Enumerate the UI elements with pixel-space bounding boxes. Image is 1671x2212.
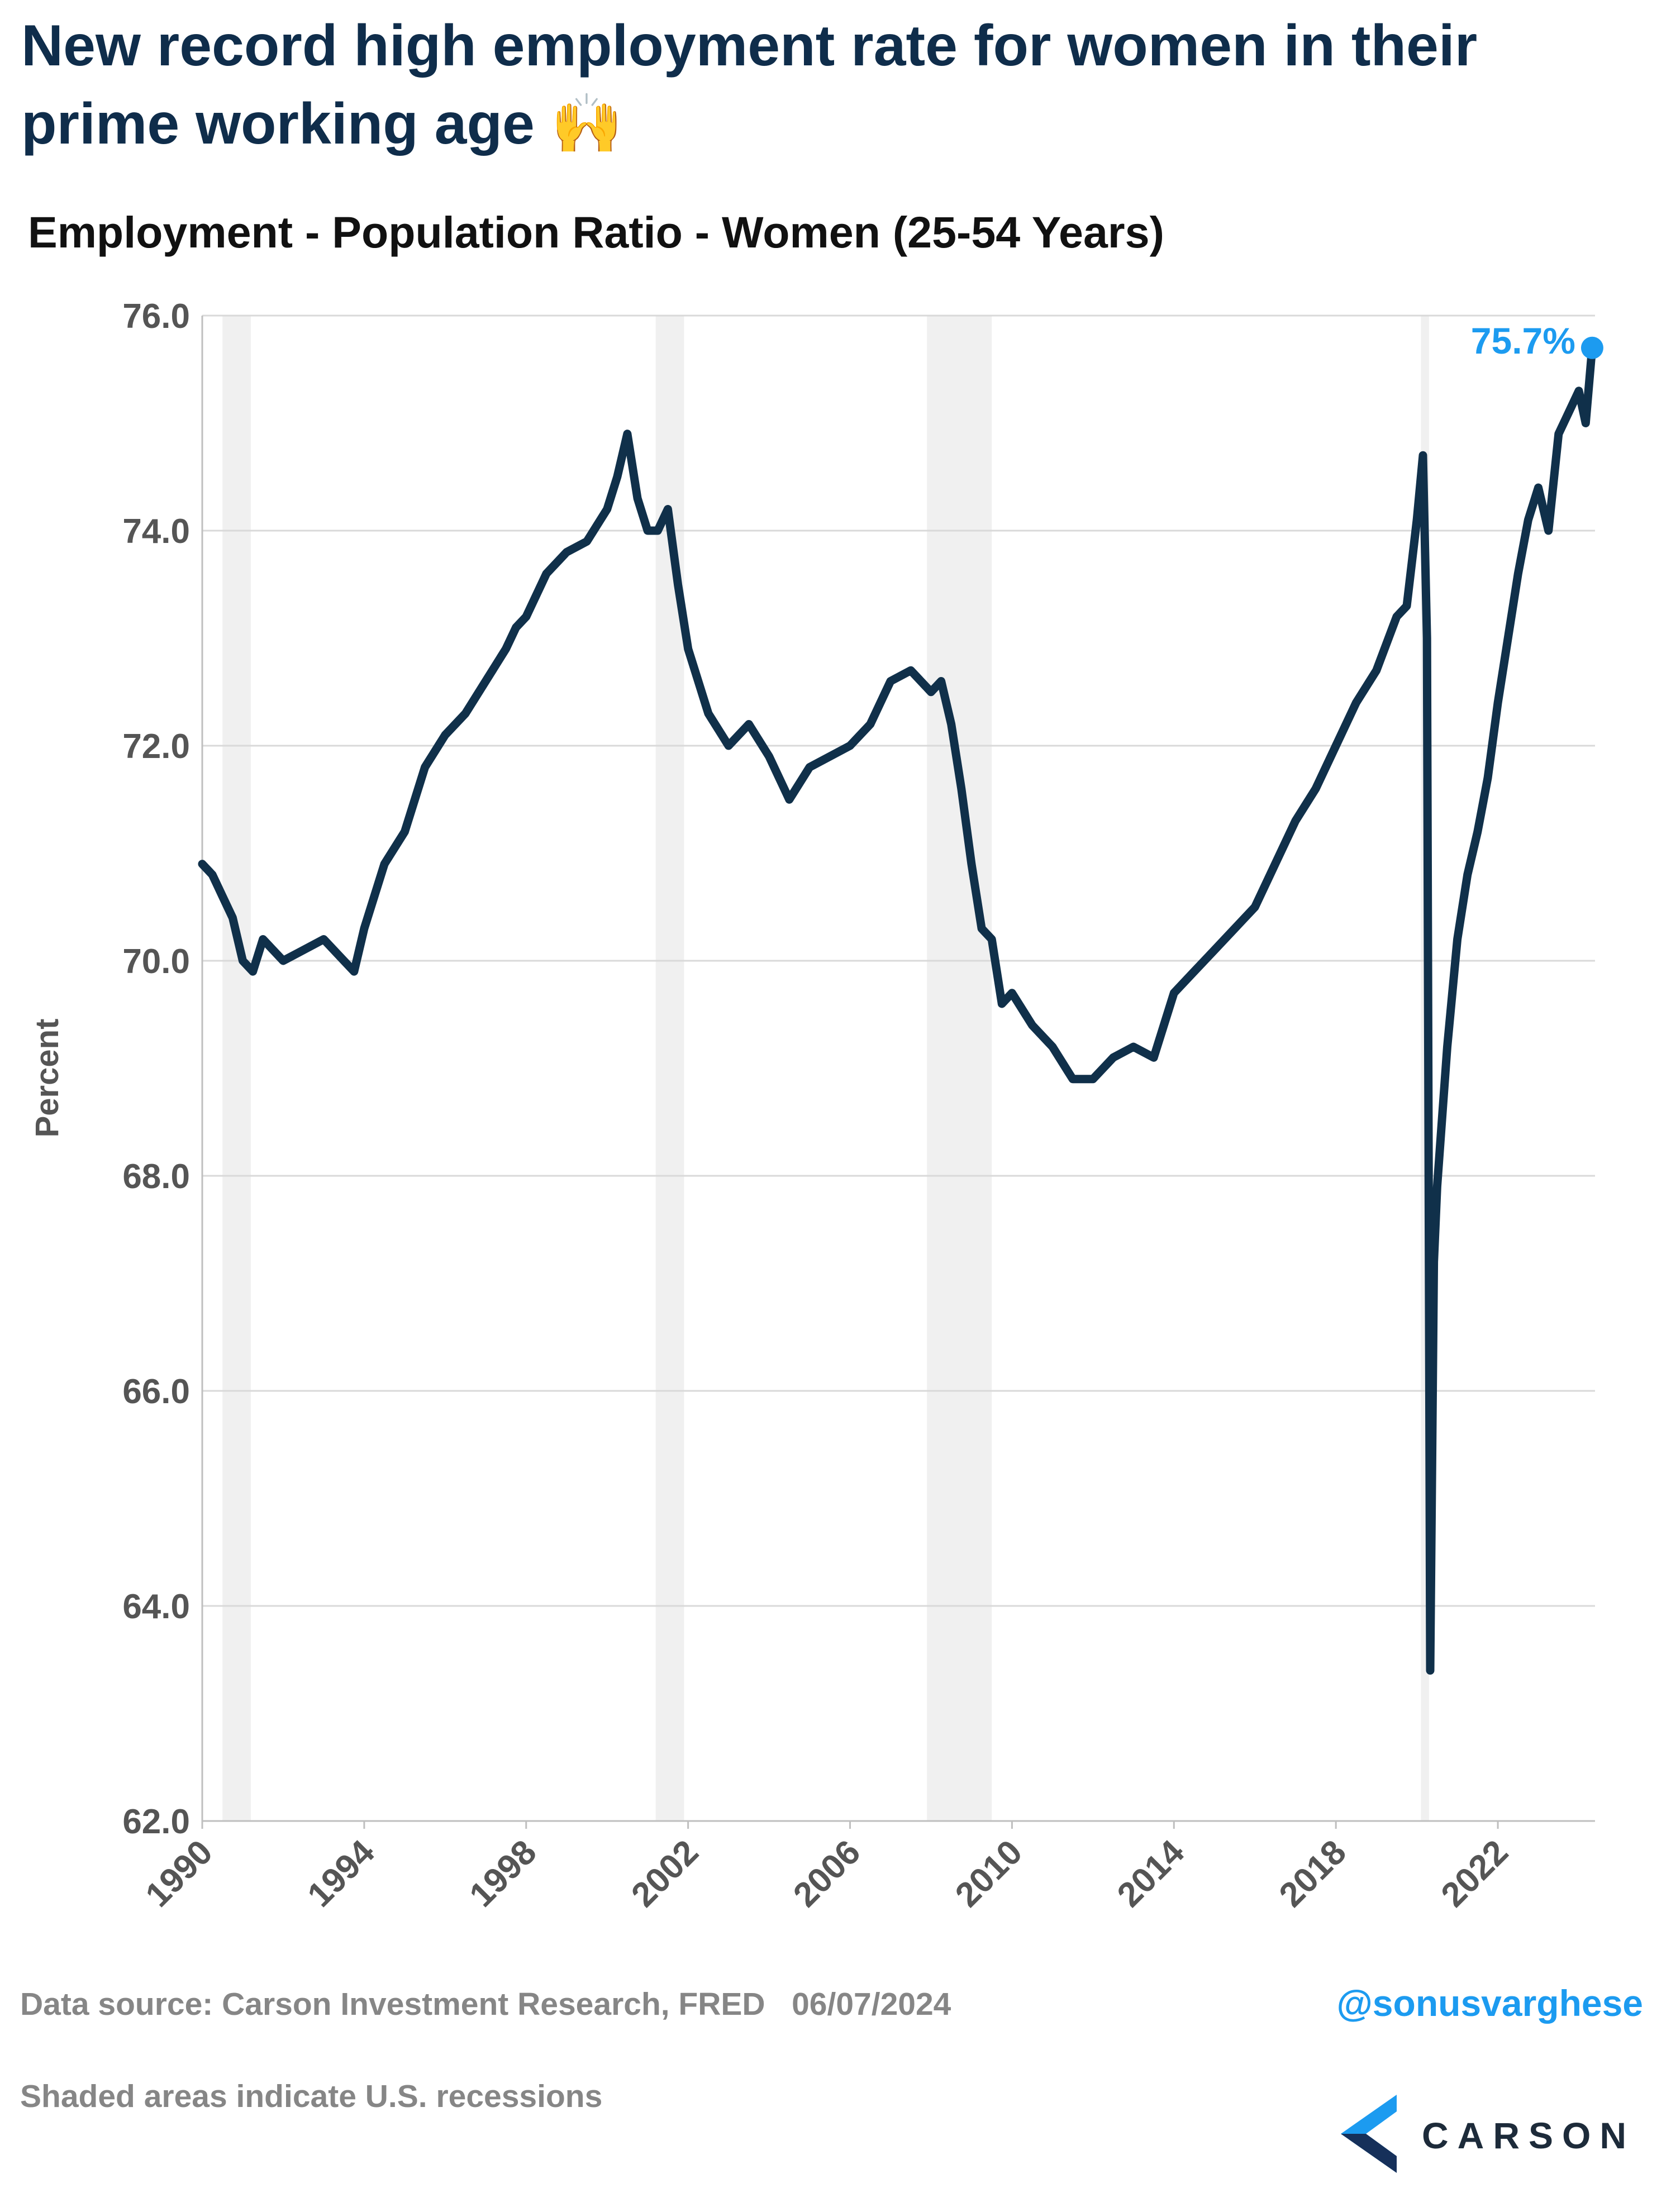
y-tick-label: 74.0 — [122, 512, 190, 551]
chart-title: New record high employment rate for wome… — [21, 7, 1641, 163]
y-tick-labels: 62.0 64.0 66.0 68.0 70.0 72.0 74.0 76.0 — [122, 297, 190, 1841]
recession-note: Shaded areas indicate U.S. recessions — [20, 2078, 603, 2114]
latest-value-annotation: 75.7% — [1471, 320, 1603, 361]
carson-logo-text: CARSON — [1422, 2115, 1636, 2156]
x-tick-label: 1990 — [139, 1833, 220, 1914]
y-tick-label: 70.0 — [122, 942, 190, 981]
x-tick-label: 2010 — [948, 1833, 1030, 1914]
y-tick-label: 68.0 — [122, 1157, 190, 1196]
x-tick-label: 2014 — [1110, 1833, 1192, 1915]
data-source: Data source: Carson Investment Research,… — [20, 1986, 951, 2022]
data-series — [198, 344, 1597, 1675]
x-tick-label: 2022 — [1434, 1833, 1516, 1914]
x-tick-label: 1994 — [300, 1833, 382, 1915]
y-tick-label: 66.0 — [122, 1372, 190, 1411]
recession-band-0 — [222, 316, 251, 1821]
chart-subtitle: Employment - Population Ratio - Women (2… — [28, 207, 1164, 257]
x-tick-label: 2002 — [624, 1833, 706, 1914]
latest-value-point — [1580, 336, 1603, 359]
y-tick-label: 72.0 — [122, 727, 190, 766]
x-tick-label: 2006 — [786, 1833, 868, 1914]
carson-chevron-logo-icon — [1341, 2095, 1397, 2173]
line-chart: 62.064.066.068.070.072.074.076.0 1990 199… — [29, 297, 1603, 1915]
x-tick-labels: 1990 1994 1998 2002 2006 2010 2014 2018 2022 — [139, 1833, 1516, 1915]
gridlines — [202, 314, 1595, 1822]
recession-shading — [222, 316, 1429, 1821]
latest-value-label: 75.7% — [1471, 320, 1575, 361]
y-tick-label: 62.0 — [122, 1803, 190, 1841]
title-text: New record high employment rate for wome… — [21, 13, 1478, 156]
series-line-0 — [198, 344, 1597, 1675]
y-tick-label: 76.0 — [122, 297, 190, 336]
recession-band-2 — [927, 316, 992, 1821]
y-axis-label: Percent — [29, 1019, 65, 1138]
x-tick-label: 1998 — [462, 1833, 544, 1914]
author-handle[interactable]: @sonusvarghese — [1336, 1982, 1643, 2024]
x-tick-label: 2018 — [1272, 1833, 1354, 1914]
y-tick-label: 64.0 — [122, 1588, 190, 1626]
raising-hands-icon: 🙌 — [550, 92, 623, 156]
axes — [201, 316, 1595, 1829]
